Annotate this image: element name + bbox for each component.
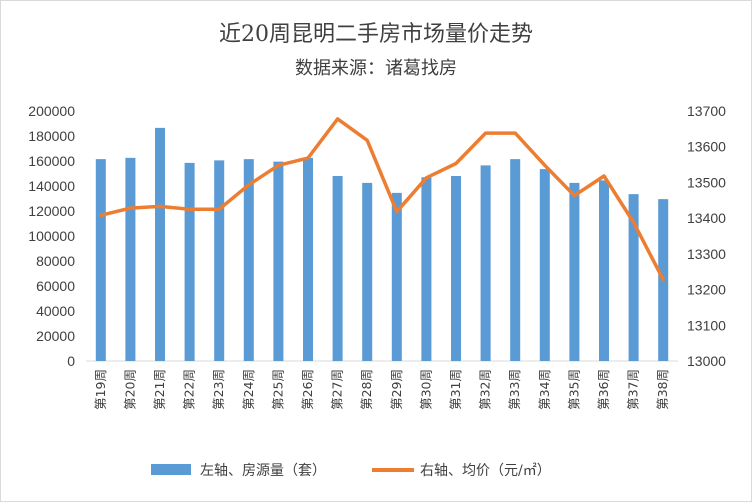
bar [125, 157, 136, 361]
x-tick-label: 第27周 [330, 369, 345, 410]
bar [451, 176, 461, 361]
x-tick-label: 第28周 [359, 369, 374, 410]
bar [273, 161, 284, 361]
x-tick-label: 第31周 [448, 369, 463, 410]
x-tick-label: 第25周 [270, 369, 285, 410]
bar [303, 157, 313, 361]
x-tick-label: 第23周 [211, 369, 226, 410]
bar [628, 194, 639, 361]
right-tick-label: 13000 [687, 353, 726, 369]
right-tick-label: 13700 [687, 103, 726, 119]
bar [539, 169, 550, 361]
bar [391, 192, 402, 361]
bar [510, 159, 521, 361]
legend-bar-label: 左轴、房源量（套） [200, 463, 326, 479]
x-tick-label: 第20周 [122, 369, 137, 410]
chart-title: 近20周昆明二手房市场量价走势 [219, 22, 533, 47]
left-tick-label: 180000 [28, 128, 75, 144]
bar [332, 176, 343, 361]
left-tick-label: 200000 [28, 103, 75, 119]
left-tick-label: 100000 [28, 228, 75, 244]
chart-subtitle: 数据来源：诸葛找房 [295, 58, 457, 79]
x-tick-label: 第34周 [537, 369, 552, 410]
right-tick-label: 13300 [687, 246, 726, 262]
x-tick-label: 第36周 [596, 369, 611, 410]
x-tick-label: 第19周 [93, 369, 108, 410]
bar [480, 165, 491, 361]
left-tick-label: 140000 [28, 178, 75, 194]
left-tick-label: 120000 [28, 203, 75, 219]
bar [599, 180, 609, 361]
legend: 左轴、房源量（套） 右轴、均价（元/㎡） [151, 463, 551, 479]
bar [95, 159, 106, 361]
x-tick-label: 第35周 [566, 369, 581, 410]
bar [155, 127, 165, 361]
bar [243, 159, 254, 361]
x-tick-label: 第30周 [418, 369, 433, 410]
left-tick-label: 0 [67, 353, 75, 369]
x-tick-label: 第21周 [152, 369, 167, 410]
x-tick-label: 第32周 [478, 369, 493, 410]
left-axis-ticks: 0 20000 40000 60000 80000 100000 120000 140000 1… [28, 103, 75, 369]
left-tick-label: 40000 [36, 303, 75, 319]
bar-series [95, 127, 669, 361]
left-tick-label: 60000 [36, 278, 75, 294]
price-line [99, 117, 665, 282]
right-tick-label: 13100 [687, 317, 726, 333]
right-tick-label: 13600 [687, 139, 726, 155]
legend-line-label: 右轴、均价（元/㎡） [420, 463, 551, 479]
left-tick-label: 80000 [36, 253, 75, 269]
right-tick-label: 13400 [687, 210, 726, 226]
left-tick-label: 160000 [28, 153, 75, 169]
bar [421, 177, 432, 361]
legend-bar-swatch [151, 464, 191, 475]
x-tick-label: 第38周 [655, 369, 670, 410]
left-tick-label: 20000 [36, 328, 75, 344]
right-tick-label: 13200 [687, 282, 726, 298]
bar [569, 182, 580, 361]
bar [184, 162, 195, 361]
x-tick-label: 第29周 [389, 369, 404, 410]
bar [214, 160, 225, 361]
x-tick-label: 第33周 [507, 369, 522, 410]
right-tick-label: 13500 [687, 174, 726, 190]
line-series [99, 117, 665, 282]
x-tick-label: 第26周 [300, 369, 315, 410]
bar [362, 182, 373, 361]
x-tick-label: 第24周 [241, 369, 256, 410]
right-axis-ticks: 13000 13100 13200 13300 13400 13500 13600 13700 [687, 103, 726, 369]
x-axis-ticks: 第19周 第20周 第21周 第22周 第23周 第24周 第25周 第26周 第27周 第28周… [93, 369, 670, 410]
x-tick-label: 第22周 [182, 369, 197, 410]
x-tick-label: 第37周 [626, 369, 641, 410]
